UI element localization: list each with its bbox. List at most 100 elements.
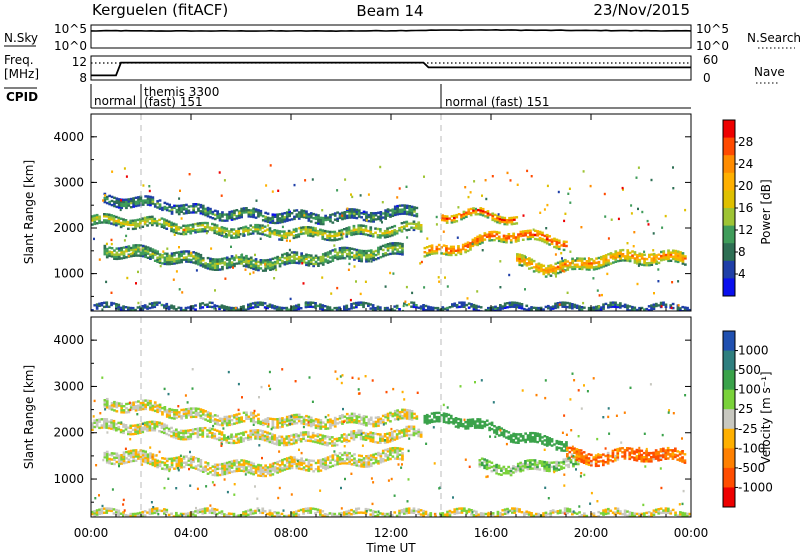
heat-cell bbox=[652, 249, 654, 251]
heat-cell bbox=[144, 254, 147, 256]
heat-cell bbox=[194, 231, 197, 233]
heat-cell bbox=[195, 465, 198, 467]
heat-cell bbox=[426, 418, 429, 420]
heat-cell bbox=[262, 215, 265, 217]
heat-cell bbox=[216, 464, 219, 466]
heat-cell bbox=[110, 214, 113, 216]
heat-cell bbox=[465, 216, 468, 218]
freq-line bbox=[91, 63, 691, 76]
heat-cell bbox=[272, 422, 275, 424]
heat-cell bbox=[285, 236, 287, 238]
heat-cell bbox=[305, 459, 308, 461]
heat-cell bbox=[116, 247, 119, 249]
heat-cell bbox=[422, 306, 425, 308]
heat-cell bbox=[286, 252, 289, 254]
heat-cell bbox=[231, 462, 234, 464]
heat-cell bbox=[123, 460, 126, 462]
heat-cell bbox=[231, 415, 234, 417]
heat-cell bbox=[403, 305, 405, 307]
heat-cell bbox=[177, 433, 180, 435]
heat-cell bbox=[238, 413, 241, 415]
heat-cell bbox=[168, 408, 171, 410]
heat-cell bbox=[302, 438, 305, 440]
heat-cell bbox=[144, 250, 147, 252]
heat-cell bbox=[375, 254, 378, 256]
heat-cell bbox=[253, 271, 255, 273]
heat-cell bbox=[602, 303, 605, 305]
heat-cell bbox=[180, 466, 183, 468]
heat-cell bbox=[219, 424, 222, 426]
heat-cell bbox=[331, 436, 334, 438]
heat-cell bbox=[319, 233, 322, 235]
heat-cell bbox=[305, 433, 308, 435]
heat-cell bbox=[394, 208, 397, 210]
heat-cell bbox=[137, 400, 140, 402]
heat-cell bbox=[295, 228, 298, 230]
heat-cell bbox=[646, 258, 649, 260]
heat-cell bbox=[438, 281, 440, 283]
heat-cell bbox=[276, 216, 279, 218]
heat-cell bbox=[324, 305, 327, 307]
heat-cell bbox=[394, 242, 397, 244]
heat-cell bbox=[233, 214, 236, 216]
heat-cell bbox=[372, 212, 375, 214]
heat-cell bbox=[261, 233, 264, 235]
heat-cell bbox=[366, 230, 368, 232]
heat-cell bbox=[329, 306, 332, 308]
heat-cell bbox=[170, 230, 173, 232]
heat-cell bbox=[137, 204, 140, 206]
heat-cell bbox=[272, 216, 275, 218]
heat-cell bbox=[213, 437, 216, 439]
heat-cell bbox=[274, 468, 277, 470]
heat-cell bbox=[370, 454, 373, 456]
heat-cell bbox=[104, 454, 107, 456]
heat-cell bbox=[510, 434, 513, 436]
heat-cell bbox=[530, 267, 533, 269]
heat-cell bbox=[348, 226, 351, 228]
heat-cell bbox=[209, 216, 212, 218]
heat-cell bbox=[494, 220, 497, 222]
heat-cell bbox=[295, 433, 298, 435]
heat-cell bbox=[382, 452, 385, 454]
heat-cell bbox=[130, 202, 133, 204]
heat-cell bbox=[368, 250, 371, 252]
heat-cell bbox=[563, 220, 565, 222]
heat-cell bbox=[141, 217, 144, 219]
heat-cell bbox=[269, 418, 272, 420]
heat-cell bbox=[396, 209, 399, 211]
heat-cell bbox=[93, 217, 96, 219]
heat-cell bbox=[499, 216, 502, 218]
heat-cell bbox=[512, 433, 515, 435]
heat-cell bbox=[474, 427, 477, 429]
heat-cell bbox=[254, 435, 257, 437]
heat-cell bbox=[498, 434, 501, 436]
heat-cell bbox=[147, 202, 150, 204]
heat-cell bbox=[548, 443, 551, 445]
heat-cell bbox=[134, 431, 137, 433]
heat-cell bbox=[130, 450, 133, 452]
heat-cell bbox=[249, 430, 252, 432]
heat-cell bbox=[643, 258, 646, 260]
heat-cell bbox=[116, 258, 119, 260]
heat-cell bbox=[192, 467, 195, 469]
heat-cell bbox=[457, 245, 460, 247]
heat-cell bbox=[110, 302, 113, 304]
heat-cell bbox=[144, 406, 147, 408]
heat-cell bbox=[411, 214, 414, 216]
heat-cell bbox=[486, 424, 489, 426]
heat-cell bbox=[362, 229, 365, 231]
heat-cell bbox=[190, 205, 193, 207]
heat-cell bbox=[399, 411, 402, 413]
heat-cell bbox=[231, 212, 234, 214]
heat-cell bbox=[147, 462, 150, 464]
heat-cell bbox=[245, 468, 248, 470]
heat-cell bbox=[413, 428, 416, 430]
heat-cell bbox=[488, 237, 491, 239]
heat-cell bbox=[524, 234, 527, 236]
heat-cell bbox=[348, 253, 351, 255]
heat-cell bbox=[317, 459, 320, 461]
heat-cell bbox=[324, 462, 327, 464]
heat-cell bbox=[218, 229, 221, 231]
heat-cell bbox=[200, 256, 203, 258]
